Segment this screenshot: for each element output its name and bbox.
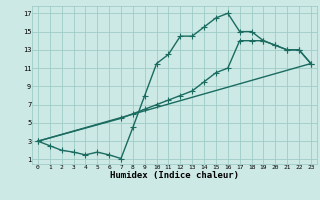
X-axis label: Humidex (Indice chaleur): Humidex (Indice chaleur): [110, 171, 239, 180]
